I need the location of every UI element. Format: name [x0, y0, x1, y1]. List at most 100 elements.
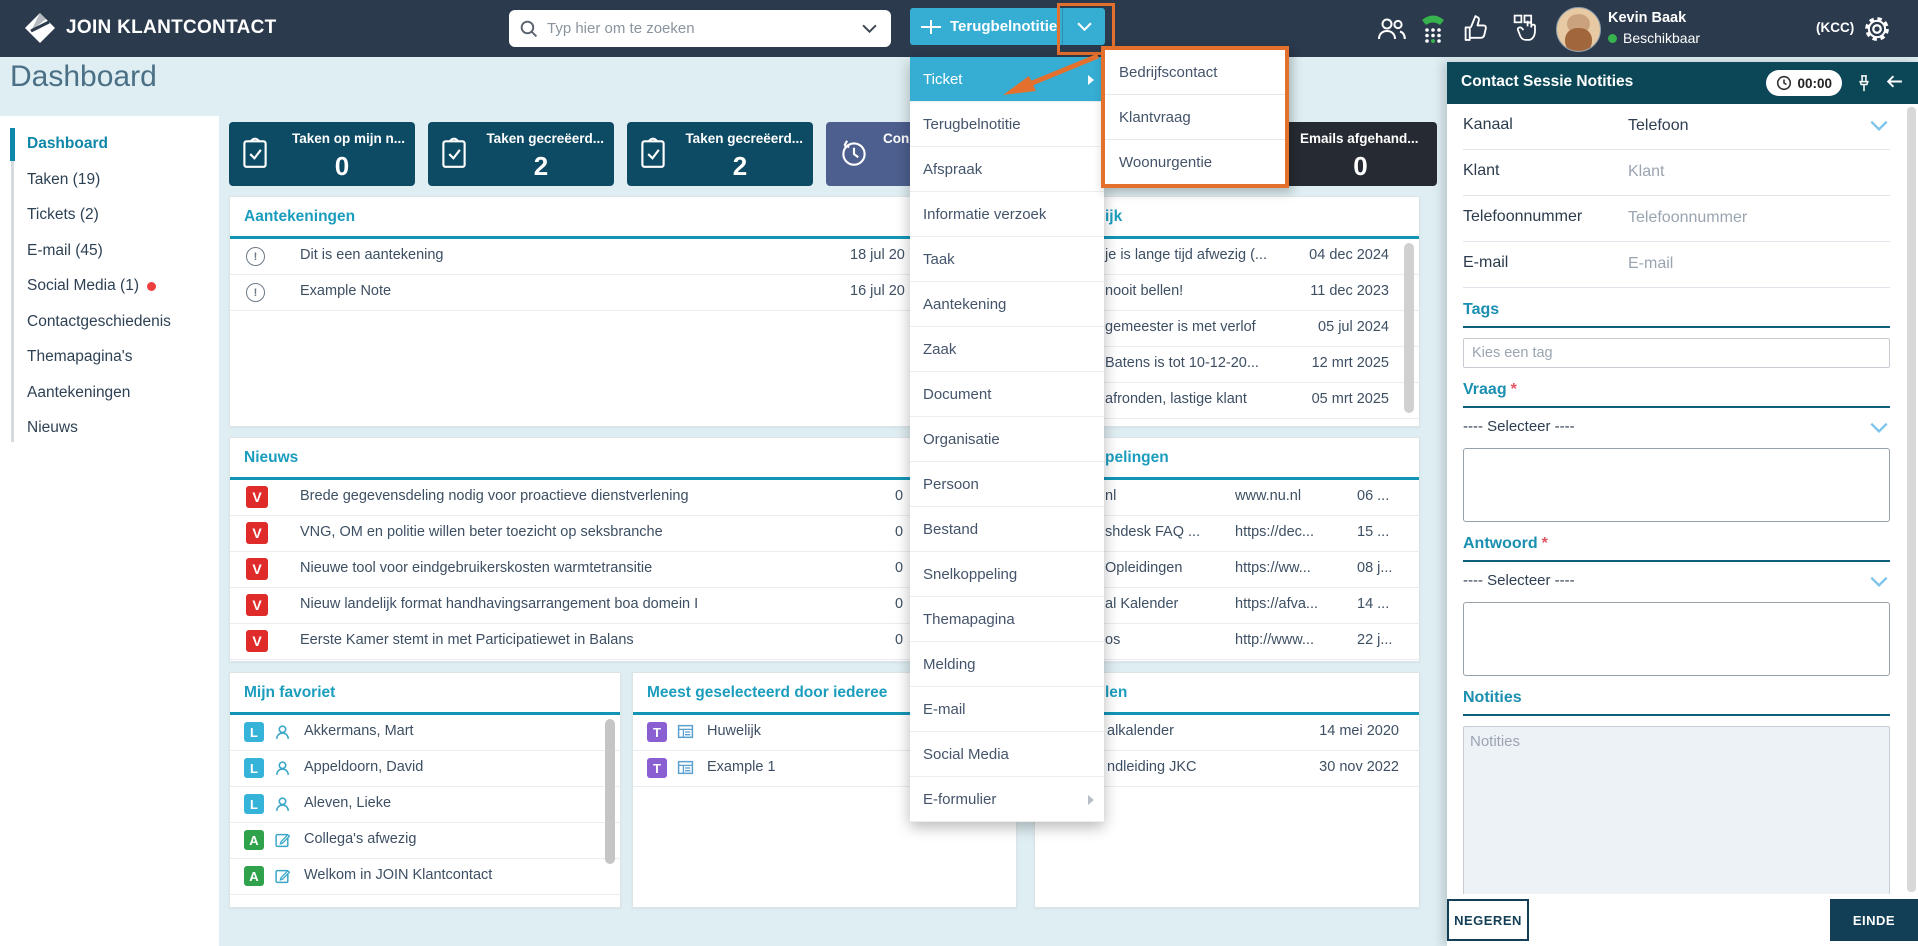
vraag-section-header: Vraag *	[1463, 381, 1890, 408]
snelkoppeling-row[interactable]: os http://www... 22 j...	[1035, 624, 1419, 660]
antwoord-textarea[interactable]	[1463, 602, 1890, 676]
belangrijk-row[interactable]: afronden, lastige klant 05 mrt 2025	[1035, 383, 1419, 419]
nieuws-row[interactable]: Nieuw landelijk format handhavingsarrang…	[230, 588, 1016, 624]
note-edit-icon	[275, 869, 291, 884]
kpi-card-taken-gecreeerd-2[interactable]: Taken gecreëerd... 2	[627, 122, 813, 186]
aantekening-row[interactable]: Dit is een aantekening 18 jul 20	[230, 239, 1016, 275]
menu-item-document[interactable]: Document	[910, 372, 1104, 417]
favoriet-row[interactable]: L Appeldoorn, David	[230, 751, 620, 787]
menu-item-ticket[interactable]: Ticket	[910, 57, 1104, 102]
favoriet-row[interactable]: L Akkermans, Mart	[230, 715, 620, 751]
snelkoppeling-row[interactable]: shdesk FAQ ... https://dec... 15 ...	[1035, 516, 1419, 552]
sidebar-item-themapaginas[interactable]: Themapagina's	[27, 348, 133, 365]
tap-gesture-icon[interactable]	[1512, 0, 1539, 57]
menu-item-e-formulier[interactable]: E-formulier	[910, 777, 1104, 822]
clipboard-check-icon	[641, 137, 665, 168]
pin-icon[interactable]	[1856, 74, 1872, 98]
tag-input[interactable]	[1463, 338, 1890, 368]
favoriet-row[interactable]: A Collega's afwezig	[230, 823, 620, 859]
submenu-item-bedrijfscontact[interactable]: Bedrijfscontact	[1105, 50, 1285, 95]
panel-meest-geselecteerd-header: Meest geselecteerd door iederee	[633, 673, 1016, 715]
user-status[interactable]: Beschikbaar	[1608, 30, 1700, 46]
belangrijk-row[interactable]: je is lange tijd afwezig (... 04 dec 202…	[1035, 239, 1419, 275]
favoriet-row[interactable]: A Welkom in JOIN Klantcontact	[230, 859, 620, 895]
menu-item-aantekening[interactable]: Aantekening	[910, 282, 1104, 327]
meest-row[interactable]: T Huwelijk	[633, 715, 1016, 751]
field-telefoonnummer[interactable]: Telefoonnummer Telefoonnummer	[1463, 196, 1890, 242]
sidebar-item-contactgeschiedenis[interactable]: Contactgeschiedenis	[27, 313, 171, 330]
aantekening-row[interactable]: Example Note 16 jul 20	[230, 275, 1016, 311]
nieuws-row[interactable]: VNG, OM en politie willen beter toezicht…	[230, 516, 1016, 552]
panel-scrollbar[interactable]	[605, 719, 615, 864]
belangrijk-row[interactable]: Batens is tot 10-12-20... 12 mrt 2025	[1035, 347, 1419, 383]
sidebar-item-email[interactable]: E-mail (45)	[27, 242, 103, 259]
einde-button[interactable]: EINDE	[1830, 899, 1918, 941]
menu-item-melding[interactable]: Melding	[910, 642, 1104, 687]
person-icon	[275, 761, 290, 776]
panel-bestanden-header: len	[1035, 673, 1419, 715]
dock-scrollbar[interactable]	[1907, 107, 1916, 892]
notities-textarea[interactable]	[1463, 726, 1890, 894]
menu-item-email[interactable]: E-mail	[910, 687, 1104, 732]
global-search[interactable]	[509, 10, 891, 47]
bestand-row[interactable]: ndleiding JKC 30 nov 2022	[1035, 751, 1419, 787]
submenu-item-klantvraag[interactable]: Klantvraag	[1105, 95, 1285, 140]
user-avatar[interactable]	[1556, 7, 1601, 52]
menu-item-persoon[interactable]: Persoon	[910, 462, 1104, 507]
meest-row[interactable]: T Example 1	[633, 751, 1016, 787]
sidebar-item-taken[interactable]: Taken (19)	[27, 171, 101, 188]
field-kanaal[interactable]: Kanaal Telefoon	[1463, 104, 1890, 150]
chevron-down-icon[interactable]	[1870, 120, 1888, 131]
menu-item-informatie-verzoek[interactable]: Informatie verzoek	[910, 192, 1104, 237]
tags-section-header: Tags	[1463, 301, 1890, 328]
menu-item-terugbelnotitie[interactable]: Terugbelnotitie	[910, 102, 1104, 147]
sidebar-item-dashboard[interactable]: Dashboard	[27, 135, 108, 152]
sidebar-item-social-media[interactable]: Social Media (1)	[27, 268, 156, 304]
antwoord-select[interactable]: ---- Selecteer ----	[1463, 572, 1890, 596]
collapse-arrow-left-icon[interactable]	[1885, 74, 1904, 94]
search-chevron-down-icon[interactable]	[862, 24, 877, 33]
menu-item-bestand[interactable]: Bestand	[910, 507, 1104, 552]
create-menu-caret-button[interactable]	[1062, 8, 1105, 45]
sidebar-item-aantekeningen[interactable]: Aantekeningen	[27, 384, 131, 401]
sidebar-rail	[11, 130, 14, 442]
menu-item-organisatie[interactable]: Organisatie	[910, 417, 1104, 462]
phone-dialer-icon[interactable]	[1418, 0, 1448, 57]
create-terugbelnotitie-button[interactable]: Terugbelnotitie	[910, 8, 1062, 45]
snelkoppeling-row[interactable]: Opleidingen https://ww... 08 j...	[1035, 552, 1419, 588]
snelkoppeling-row[interactable]: nl www.nu.nl 06 ...	[1035, 480, 1419, 516]
vraag-select[interactable]: ---- Selecteer ----	[1463, 418, 1890, 442]
sidebar-item-nieuws[interactable]: Nieuws	[27, 419, 78, 436]
menu-item-themapagina[interactable]: Themapagina	[910, 597, 1104, 642]
panel-aantekeningen: Aantekeningen Dit is een aantekening 18 …	[229, 196, 1017, 427]
menu-item-taak[interactable]: Taak	[910, 237, 1104, 282]
kpi-card-taken-gecreeerd-1[interactable]: Taken gecreëerd... 2	[428, 122, 614, 186]
vraag-textarea[interactable]	[1463, 448, 1890, 522]
nieuws-row[interactable]: Nieuwe tool voor eindgebruikerskosten wa…	[230, 552, 1016, 588]
nieuws-row[interactable]: Eerste Kamer stemt in met Participatiewe…	[230, 624, 1016, 660]
thumbs-up-icon[interactable]	[1462, 0, 1492, 57]
bestand-row[interactable]: alkalender 14 mei 2020	[1035, 715, 1419, 751]
belangrijk-row[interactable]: gemeester is met verlof 05 jul 2024	[1035, 311, 1419, 347]
search-input[interactable]	[545, 19, 862, 38]
sidebar-item-tickets[interactable]: Tickets (2)	[27, 206, 99, 223]
menu-item-snelkoppeling[interactable]: Snelkoppeling	[910, 552, 1104, 597]
field-klant[interactable]: Klant Klant	[1463, 150, 1890, 196]
submenu-item-woonurgentie[interactable]: Woonurgentie	[1105, 140, 1285, 184]
panel-scrollbar[interactable]	[1404, 243, 1414, 413]
person-icon	[275, 797, 290, 812]
snelkoppeling-row[interactable]: al Kalender https://afva... 14 ...	[1035, 588, 1419, 624]
field-email[interactable]: E-mail E-mail	[1463, 242, 1890, 288]
kpi-card-taken-op-mijn-naam[interactable]: Taken op mijn n... 0	[229, 122, 415, 186]
app-logo-icon	[25, 13, 55, 43]
belangrijk-row[interactable]: nooit bellen! 11 dec 2023	[1035, 275, 1419, 311]
panel-belangrijk-header: ijk	[1035, 197, 1419, 239]
menu-item-zaak[interactable]: Zaak	[910, 327, 1104, 372]
nieuws-row[interactable]: Brede gegevensdeling nodig voor proactie…	[230, 480, 1016, 516]
favoriet-row[interactable]: L Aleven, Lieke	[230, 787, 620, 823]
contacts-icon[interactable]	[1376, 0, 1407, 57]
settings-gear-icon[interactable]	[1862, 0, 1892, 57]
negeren-button[interactable]: NEGEREN	[1447, 899, 1529, 941]
menu-item-social-media[interactable]: Social Media	[910, 732, 1104, 777]
menu-item-afspraak[interactable]: Afspraak	[910, 147, 1104, 192]
